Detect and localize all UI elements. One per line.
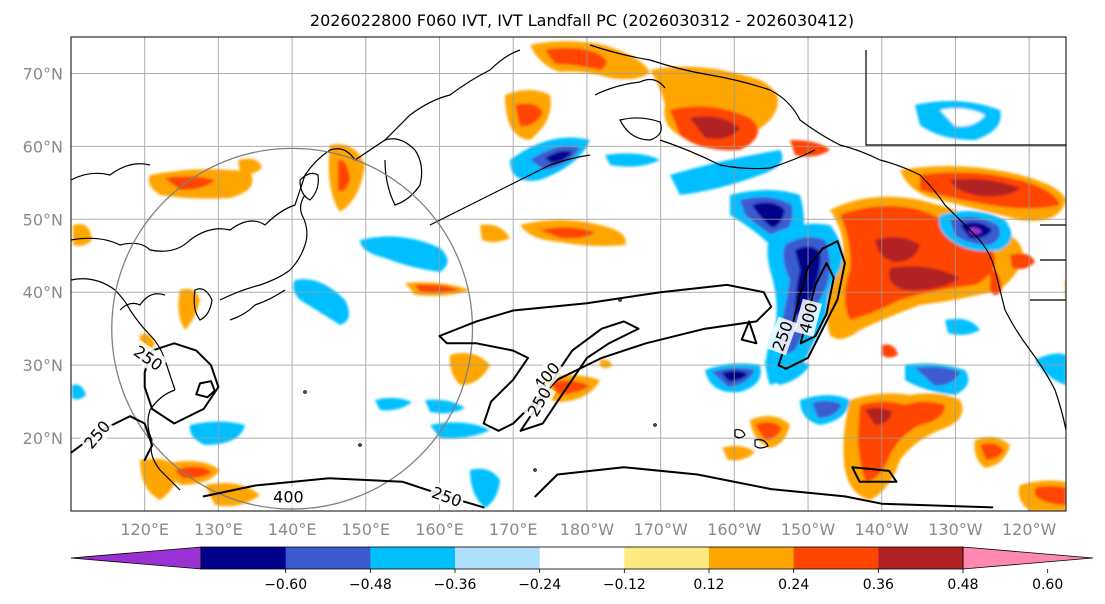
lon-tick-label: 170°E [489,520,538,539]
lat-tick-label: 20°N [23,429,63,448]
colorbar-tick-label: −0.12 [603,577,646,593]
latitude-tick-labels: 20°N 30°N 40°N 50°N 60°N 70°N [23,64,63,448]
contour-label-bg [767,316,798,356]
colorbar-tick-label: −0.60 [264,577,307,593]
ivt-contour-400 [202,477,448,498]
shaded-field [72,41,1066,511]
colorbar-bin [201,547,287,569]
lon-tick-label: 120°E [120,520,169,539]
ivt-contour-250 [777,240,846,370]
lat-tick-label: 40°N [23,283,63,302]
colorbar-bin [709,547,795,569]
lon-tick-label: 180°W [560,520,615,539]
ivt-contour-250 [851,466,898,483]
lon-tick-label: 160°W [707,520,762,539]
lon-tick-label: 120°W [1002,520,1057,539]
colorbar-bin [624,547,710,569]
colorbar-tick-label: 0.48 [947,577,978,593]
lat-tick-label: 50°N [23,210,63,229]
lon-tick-label: 150°E [341,520,390,539]
contour-label-bg [128,339,169,376]
map-frame [70,36,1067,512]
coastlines [71,44,1066,491]
longitude-tick-labels: 120°E 130°E 140°E 150°E 160°E 170°E 180°W 170°W… [120,520,1056,539]
colorbar-frame [200,546,964,570]
contour-label-bg [78,414,116,454]
colorbar-bin [878,547,964,569]
contour-label: 400 [273,487,304,506]
lat-tick-label: 70°N [23,64,63,83]
ivt-contour-400 [195,380,216,399]
colorbar-tick-label: 0.24 [778,577,809,593]
colorbar-bin [455,547,541,569]
colorbar-tick-label: 0.36 [863,577,894,593]
contour-label-bg [793,298,823,337]
colorbar-bin [793,547,879,569]
contour-label-bg [427,481,467,511]
ivt-contour-250 [740,320,758,345]
lat-tick-label: 30°N [23,356,63,375]
ivt-contour-250 [534,466,994,509]
lon-tick-label: 130°E [194,520,243,539]
colorbar-bin [285,547,371,569]
colorbar-tick-label: 0.12 [693,577,724,593]
chart-title: 2026022800 F060 IVT, IVT Landfall PC (20… [310,11,854,30]
colorbar-extend-high [962,546,1094,570]
colorbar: −0.60 −0.48 −0.36 −0.24 −0.12 0.12 0.24 0.36 0.4… [70,546,1094,593]
ivt-contour-250 [143,342,220,425]
lon-tick-label: 160°E [415,520,464,539]
contour-label-bg [271,486,306,507]
colorbar-tick-label: 0.60 [1032,577,1063,593]
lon-tick-label: 170°W [633,520,688,539]
lon-tick-label: 130°W [928,520,983,539]
reference-circle [111,147,474,510]
colorbar-tick-label: −0.36 [434,577,477,593]
lon-tick-label: 150°W [781,520,836,539]
colorbar-bin [539,547,625,569]
lat-tick-label: 60°N [23,137,63,156]
lon-tick-label: 140°E [268,520,317,539]
colorbar-bin [370,547,456,569]
colorbar-tick-label: −0.48 [349,577,392,593]
colorbar-tick-label: −0.24 [518,577,561,593]
colorbar-extend-low [70,546,202,570]
lon-tick-label: 140°W [855,520,910,539]
contour-label-bg [521,381,557,422]
